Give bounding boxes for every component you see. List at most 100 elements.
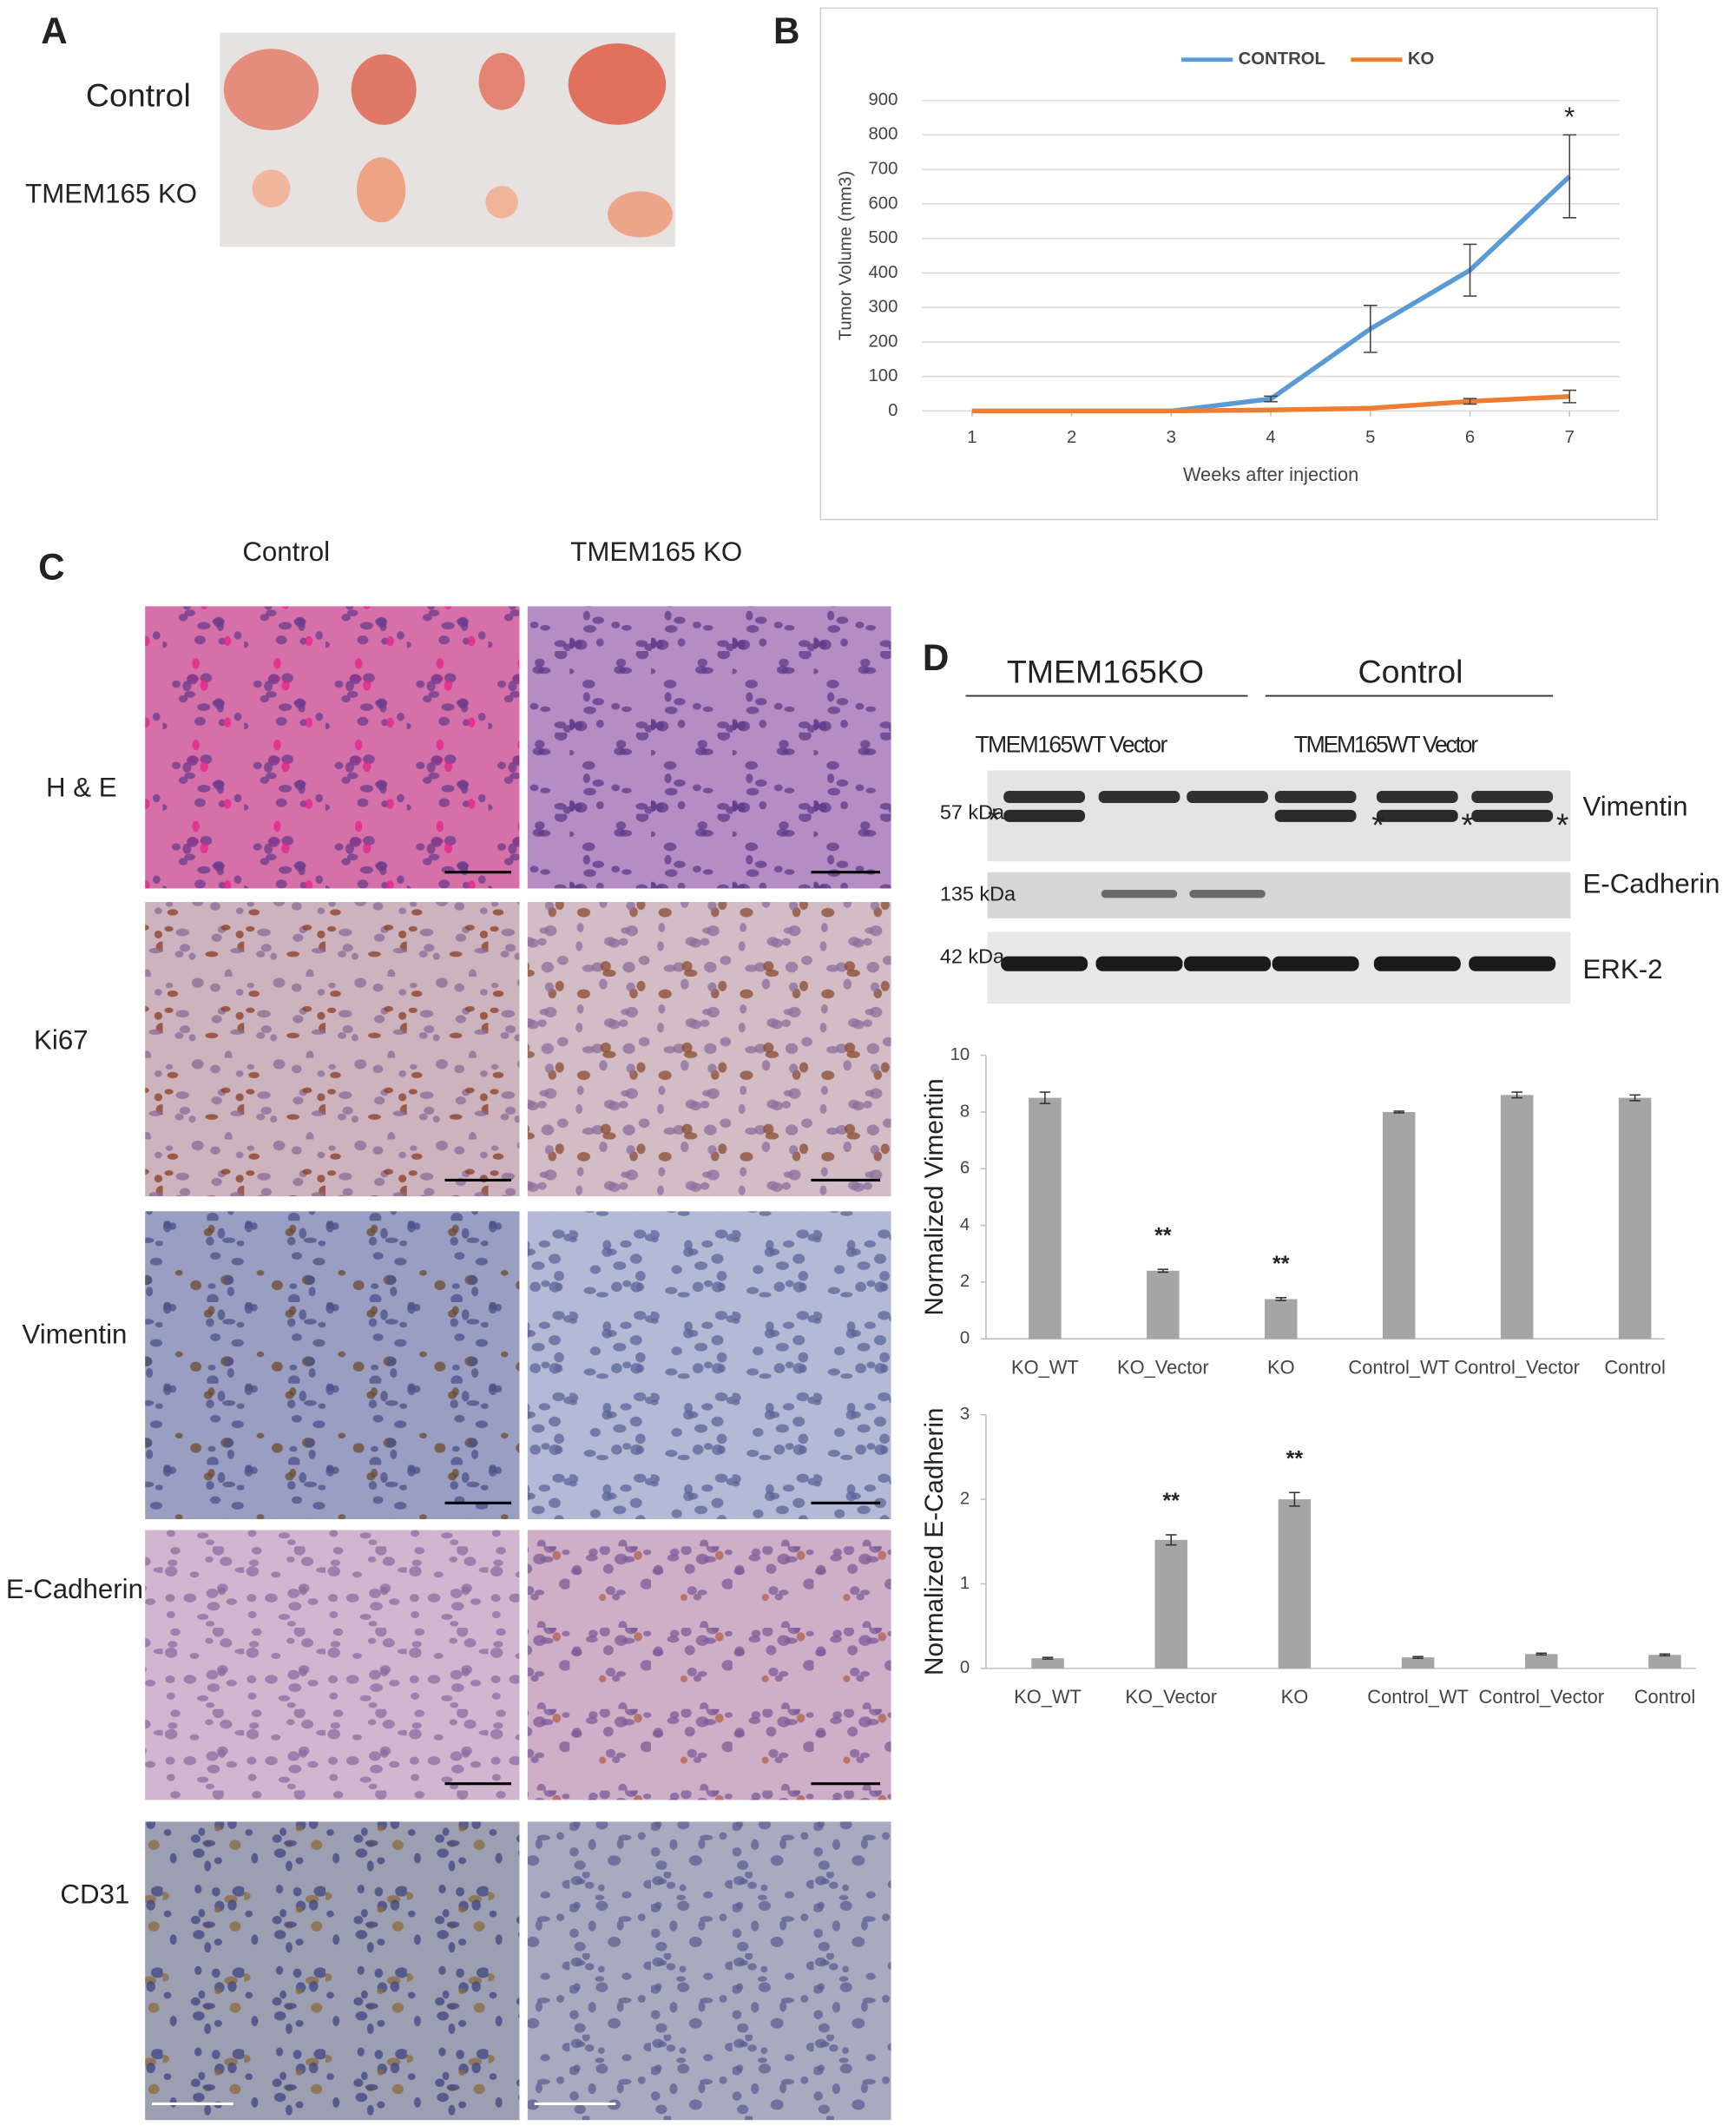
x-tick-label: Control — [1634, 1686, 1695, 1708]
blot-band — [1471, 790, 1554, 803]
band-marker: * — [1371, 806, 1384, 843]
error-bar — [1039, 1091, 1051, 1104]
blot-band — [1274, 790, 1357, 803]
blot-band — [1373, 956, 1461, 971]
x-tick-label: 1 — [967, 428, 976, 447]
blot-band — [1187, 790, 1268, 803]
annotation: ** — [1272, 1252, 1290, 1276]
histology-image — [527, 1211, 891, 1519]
y-axis-title: Normalized E-Cadherin — [920, 1408, 949, 1675]
error-bar — [1659, 1653, 1671, 1657]
error-bar — [1535, 1652, 1548, 1656]
y-axis-title: Normalized Vimentin — [920, 1078, 949, 1315]
row-label: H & E — [46, 773, 117, 803]
size-label: 57 kDa — [940, 801, 1005, 824]
y-tick-label: 0 — [888, 401, 898, 420]
band-marker: * — [988, 801, 1001, 838]
legend-label: CONTROL — [1239, 49, 1325, 69]
protein-label: ERK-2 — [1582, 954, 1662, 984]
error-bar — [1463, 243, 1477, 297]
blot-band — [1098, 790, 1180, 803]
error-bar — [1562, 134, 1577, 219]
annotation: ** — [1286, 1446, 1304, 1471]
histology-image — [145, 1821, 520, 2121]
tumor — [608, 191, 673, 238]
y-tick-label: 600 — [869, 194, 898, 213]
error-bar — [1165, 1534, 1177, 1546]
bar — [1618, 1097, 1652, 1339]
y-tick-label: 0 — [960, 1329, 970, 1348]
tumor-photo — [220, 32, 676, 247]
lane-label: TMEM165WT Vector — [1294, 731, 1479, 757]
column-label: TMEM165 KO — [570, 536, 742, 567]
bar — [1382, 1111, 1416, 1339]
y-tick-label: 900 — [869, 90, 898, 109]
y-tick-label: 800 — [869, 125, 898, 144]
y-tick-label: 700 — [869, 159, 898, 178]
x-tick-label: 3 — [1167, 428, 1176, 447]
y-tick-label: 10 — [950, 1045, 970, 1064]
band-marker: * — [1556, 806, 1569, 843]
y-tick-label: 200 — [869, 332, 898, 351]
x-tick-label: Control_Vector — [1478, 1686, 1604, 1708]
x-tick-label: KO_WT — [1011, 1356, 1079, 1378]
bar — [1401, 1657, 1435, 1669]
western-blot — [987, 770, 1571, 1004]
row-label: CD31 — [60, 1879, 129, 1910]
x-tick-label: KO_WT — [1014, 1686, 1082, 1708]
annotation: ** — [1162, 1489, 1180, 1513]
histology-image — [145, 606, 520, 889]
y-tick-label: 8 — [960, 1102, 970, 1121]
group-label: Control — [1358, 653, 1463, 689]
row-label: Vimentin — [22, 1319, 127, 1349]
x-tick-label: KO_Vector — [1125, 1686, 1217, 1708]
histology-image — [145, 1211, 520, 1519]
tumor — [485, 186, 518, 219]
column-label: Control — [242, 536, 330, 567]
bar — [1265, 1299, 1298, 1339]
panel-letter: D — [923, 637, 949, 678]
x-tick-label: KO — [1281, 1686, 1309, 1708]
size-label: 42 kDa — [940, 945, 1005, 967]
y-tick-label: 400 — [869, 263, 898, 282]
band-marker: * — [1461, 806, 1474, 843]
blot-band — [1003, 809, 1085, 822]
blot-band — [1376, 809, 1458, 822]
x-tick-label: Control_Vector — [1454, 1356, 1580, 1378]
y-tick-label: 100 — [869, 366, 898, 385]
error-bar — [1363, 305, 1378, 353]
group-label: TMEM165KO — [1007, 653, 1204, 689]
blot-band — [1095, 956, 1183, 971]
blot-band — [1376, 790, 1458, 803]
x-tick-label: Control — [1604, 1356, 1665, 1378]
annotation: * — [1564, 102, 1575, 132]
x-tick-label: KO — [1267, 1356, 1295, 1378]
histology-image — [145, 902, 520, 1197]
row-label: Ki67 — [34, 1024, 89, 1055]
panel-letter: A — [41, 10, 67, 51]
annotation: ** — [1154, 1223, 1172, 1247]
blot-band — [1003, 790, 1085, 803]
x-axis-title: Weeks after injection — [1183, 464, 1359, 485]
y-tick-label: 3 — [960, 1405, 970, 1424]
x-tick-label: 5 — [1365, 428, 1375, 447]
tumor — [252, 169, 291, 208]
x-tick-label: Control_WT — [1367, 1686, 1469, 1708]
y-tick-label: 6 — [960, 1159, 970, 1178]
histology-image — [527, 606, 891, 889]
lane-label: TMEM165WT Vector — [975, 731, 1167, 757]
tumor — [223, 49, 319, 131]
bar — [1154, 1539, 1187, 1669]
bar — [1525, 1654, 1558, 1669]
x-tick-label: 4 — [1266, 428, 1275, 447]
blot-band — [1189, 890, 1266, 898]
blot-band — [1471, 809, 1554, 822]
x-tick-label: Control_WT — [1348, 1356, 1450, 1378]
blot-band — [1272, 956, 1359, 971]
y-tick-label: 2 — [960, 1272, 970, 1291]
histology-grid — [145, 606, 891, 2121]
histology-image — [527, 1821, 891, 2121]
x-tick-label: 6 — [1465, 428, 1475, 447]
